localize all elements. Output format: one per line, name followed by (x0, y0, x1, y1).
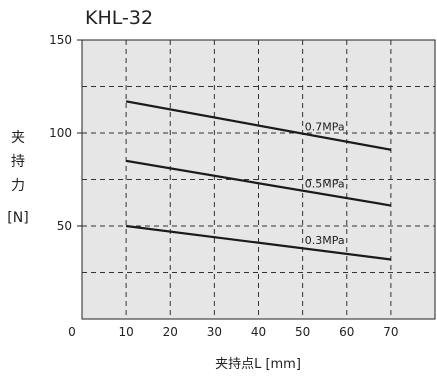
y-axis-unit: [N] (7, 210, 28, 226)
x-tick-label: 70 (383, 325, 398, 339)
x-ticks: 10 20 30 40 50 60 70 (118, 325, 398, 339)
y-tick-label: 150 (49, 33, 72, 47)
y-axis-label-char-3: 力 (11, 178, 25, 194)
series-label: 0.5MPa (305, 177, 345, 190)
x-tick-label: 40 (251, 325, 266, 339)
series-labels: 0.7MPa 0.5MPa 0.3MPa (305, 121, 345, 247)
y-tick-label: 50 (57, 219, 72, 233)
chart-title: KHL-32 (85, 7, 153, 29)
x-tick-label: 20 (163, 325, 178, 339)
x-tick-label: 30 (207, 325, 222, 339)
series-line (125, 159, 392, 207)
origin-label: 0 (68, 325, 76, 339)
series-line (125, 100, 392, 151)
series-line (125, 224, 392, 261)
y-axis-label-char-2: 持 (11, 154, 25, 170)
series-label: 0.7MPa (305, 121, 345, 134)
y-ticks: 50 100 150 (49, 33, 82, 233)
x-axis-label: 夹持点L [mm] (215, 357, 301, 372)
x-tick-label: 60 (339, 325, 354, 339)
series-lines (125, 100, 392, 261)
grid (82, 40, 435, 319)
series-label: 0.3MPa (305, 234, 345, 247)
x-tick-label: 50 (295, 325, 310, 339)
y-tick-label: 100 (49, 126, 72, 140)
y-axis-label-char-1: 夹 (11, 130, 25, 146)
x-tick-label: 10 (118, 325, 133, 339)
